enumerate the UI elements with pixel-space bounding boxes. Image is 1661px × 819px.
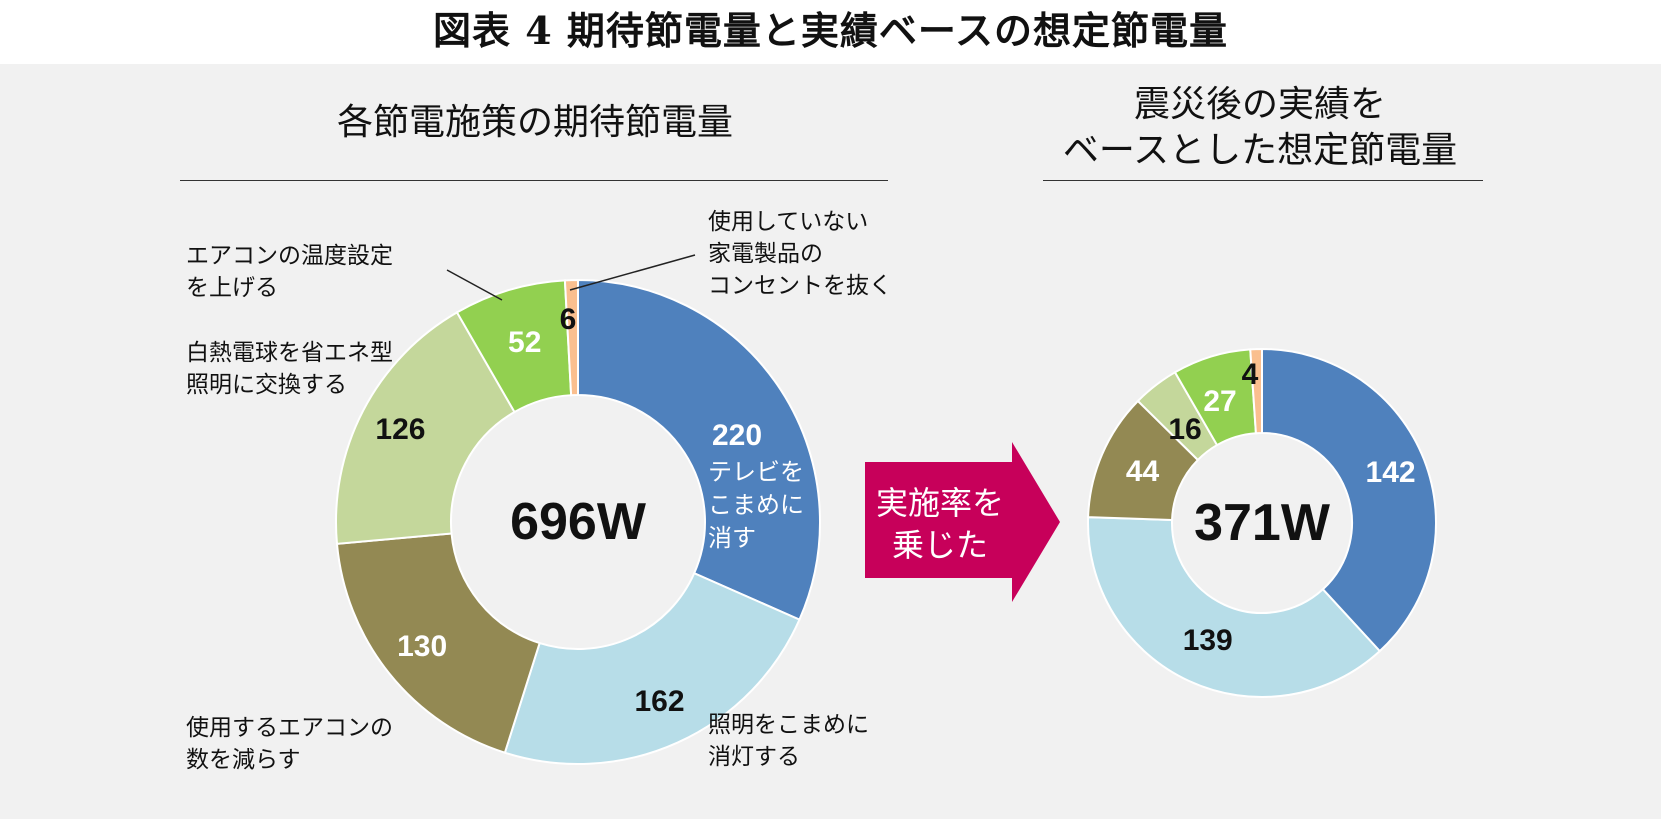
callout-aircon-temp: エアコンの温度設定 を上げる	[186, 240, 393, 304]
right-donut	[1087, 347, 1437, 698]
tv-inner-note: テレビを こまめに 消す	[708, 456, 804, 555]
leader-line-aircon-temp	[446, 269, 503, 301]
right-value-label-1: 139	[1182, 624, 1233, 658]
right-chart-title: 震災後の実績を ベースとした想定節電量	[1040, 82, 1480, 174]
callout-unplug-line-2: 家電製品の	[708, 241, 823, 267]
callout-led-line-2: 照明に交換する	[186, 372, 347, 398]
left-slice-0	[577, 278, 821, 621]
left-slice-5	[563, 278, 579, 397]
callout-aircon-count: 使用するエアコンの 数を減らす	[186, 712, 393, 776]
left-value-label-1: 162	[634, 685, 685, 719]
left-slice-1	[503, 571, 801, 765]
callout-unplug-line-1: 使用していない	[708, 209, 869, 235]
right-slice-0	[1261, 347, 1437, 653]
left-value-label-4: 52	[508, 325, 542, 359]
callout-lights-off-line-2: 消灯する	[708, 744, 800, 770]
right-title-line-1: 震災後の実績を	[1133, 84, 1386, 125]
callout-lights-off-line-1: 照明をこまめに	[708, 712, 869, 738]
left-chart-title: 各節電施策の期待節電量	[336, 102, 733, 143]
callout-unplug: 使用していない 家電製品の コンセントを抜く	[708, 206, 892, 302]
right-title-line-2: ベースとした想定節電量	[1062, 130, 1458, 171]
right-title-rule	[1043, 180, 1483, 181]
left-total-label: 696W	[510, 493, 646, 551]
callout-led: 白熱電球を省エネ型 照明に交換する	[186, 337, 393, 401]
tv-inner-note-line-1: テレビを	[708, 458, 804, 486]
left-slice-2	[335, 532, 541, 754]
right-slice-1	[1087, 516, 1382, 698]
right-value-label-3: 16	[1168, 413, 1202, 446]
left-value-label-3: 126	[375, 412, 426, 446]
right-value-label-0: 142	[1365, 455, 1416, 489]
right-slice-5	[1249, 347, 1263, 435]
left-donut	[335, 278, 821, 765]
arrow-text-line-1: 実施率を	[875, 484, 1004, 522]
tv-inner-note-line-3: 消す	[708, 524, 756, 552]
arrow-text-line-2: 乗じた	[891, 526, 988, 564]
left-slice-3	[335, 311, 516, 545]
right-value-label-5: 4	[1241, 358, 1259, 391]
tv-inner-note-line-2: こまめに	[708, 491, 804, 519]
leader-line-unplug	[569, 254, 696, 291]
arrow-text: 実施率を 乗じた	[865, 482, 1015, 566]
callout-unplug-line-3: コンセントを抜く	[708, 273, 892, 299]
left-value-label-5: 6	[559, 303, 577, 336]
callout-aircon-temp-line-2: を上げる	[186, 275, 278, 301]
right-total-label: 371W	[1194, 494, 1330, 552]
callout-aircon-count-line-1: 使用するエアコンの	[186, 715, 393, 741]
arrow-shape	[865, 442, 1060, 602]
left-value-label-2: 130	[397, 630, 448, 664]
callout-led-line-1: 白熱電球を省エネ型	[186, 340, 393, 366]
right-value-label-2: 44	[1125, 454, 1160, 488]
left-value-label-0: 220	[711, 419, 763, 452]
left-title-rule	[180, 180, 888, 181]
figure-title: 図表 4 期待節電量と実績ベースの想定節電量	[432, 8, 1228, 53]
callout-aircon-temp-line-1: エアコンの温度設定	[186, 243, 393, 269]
right-value-label-4: 27	[1203, 385, 1237, 418]
callout-aircon-count-line-2: 数を減らす	[186, 747, 301, 773]
callout-lights-off: 照明をこまめに 消灯する	[708, 709, 869, 773]
